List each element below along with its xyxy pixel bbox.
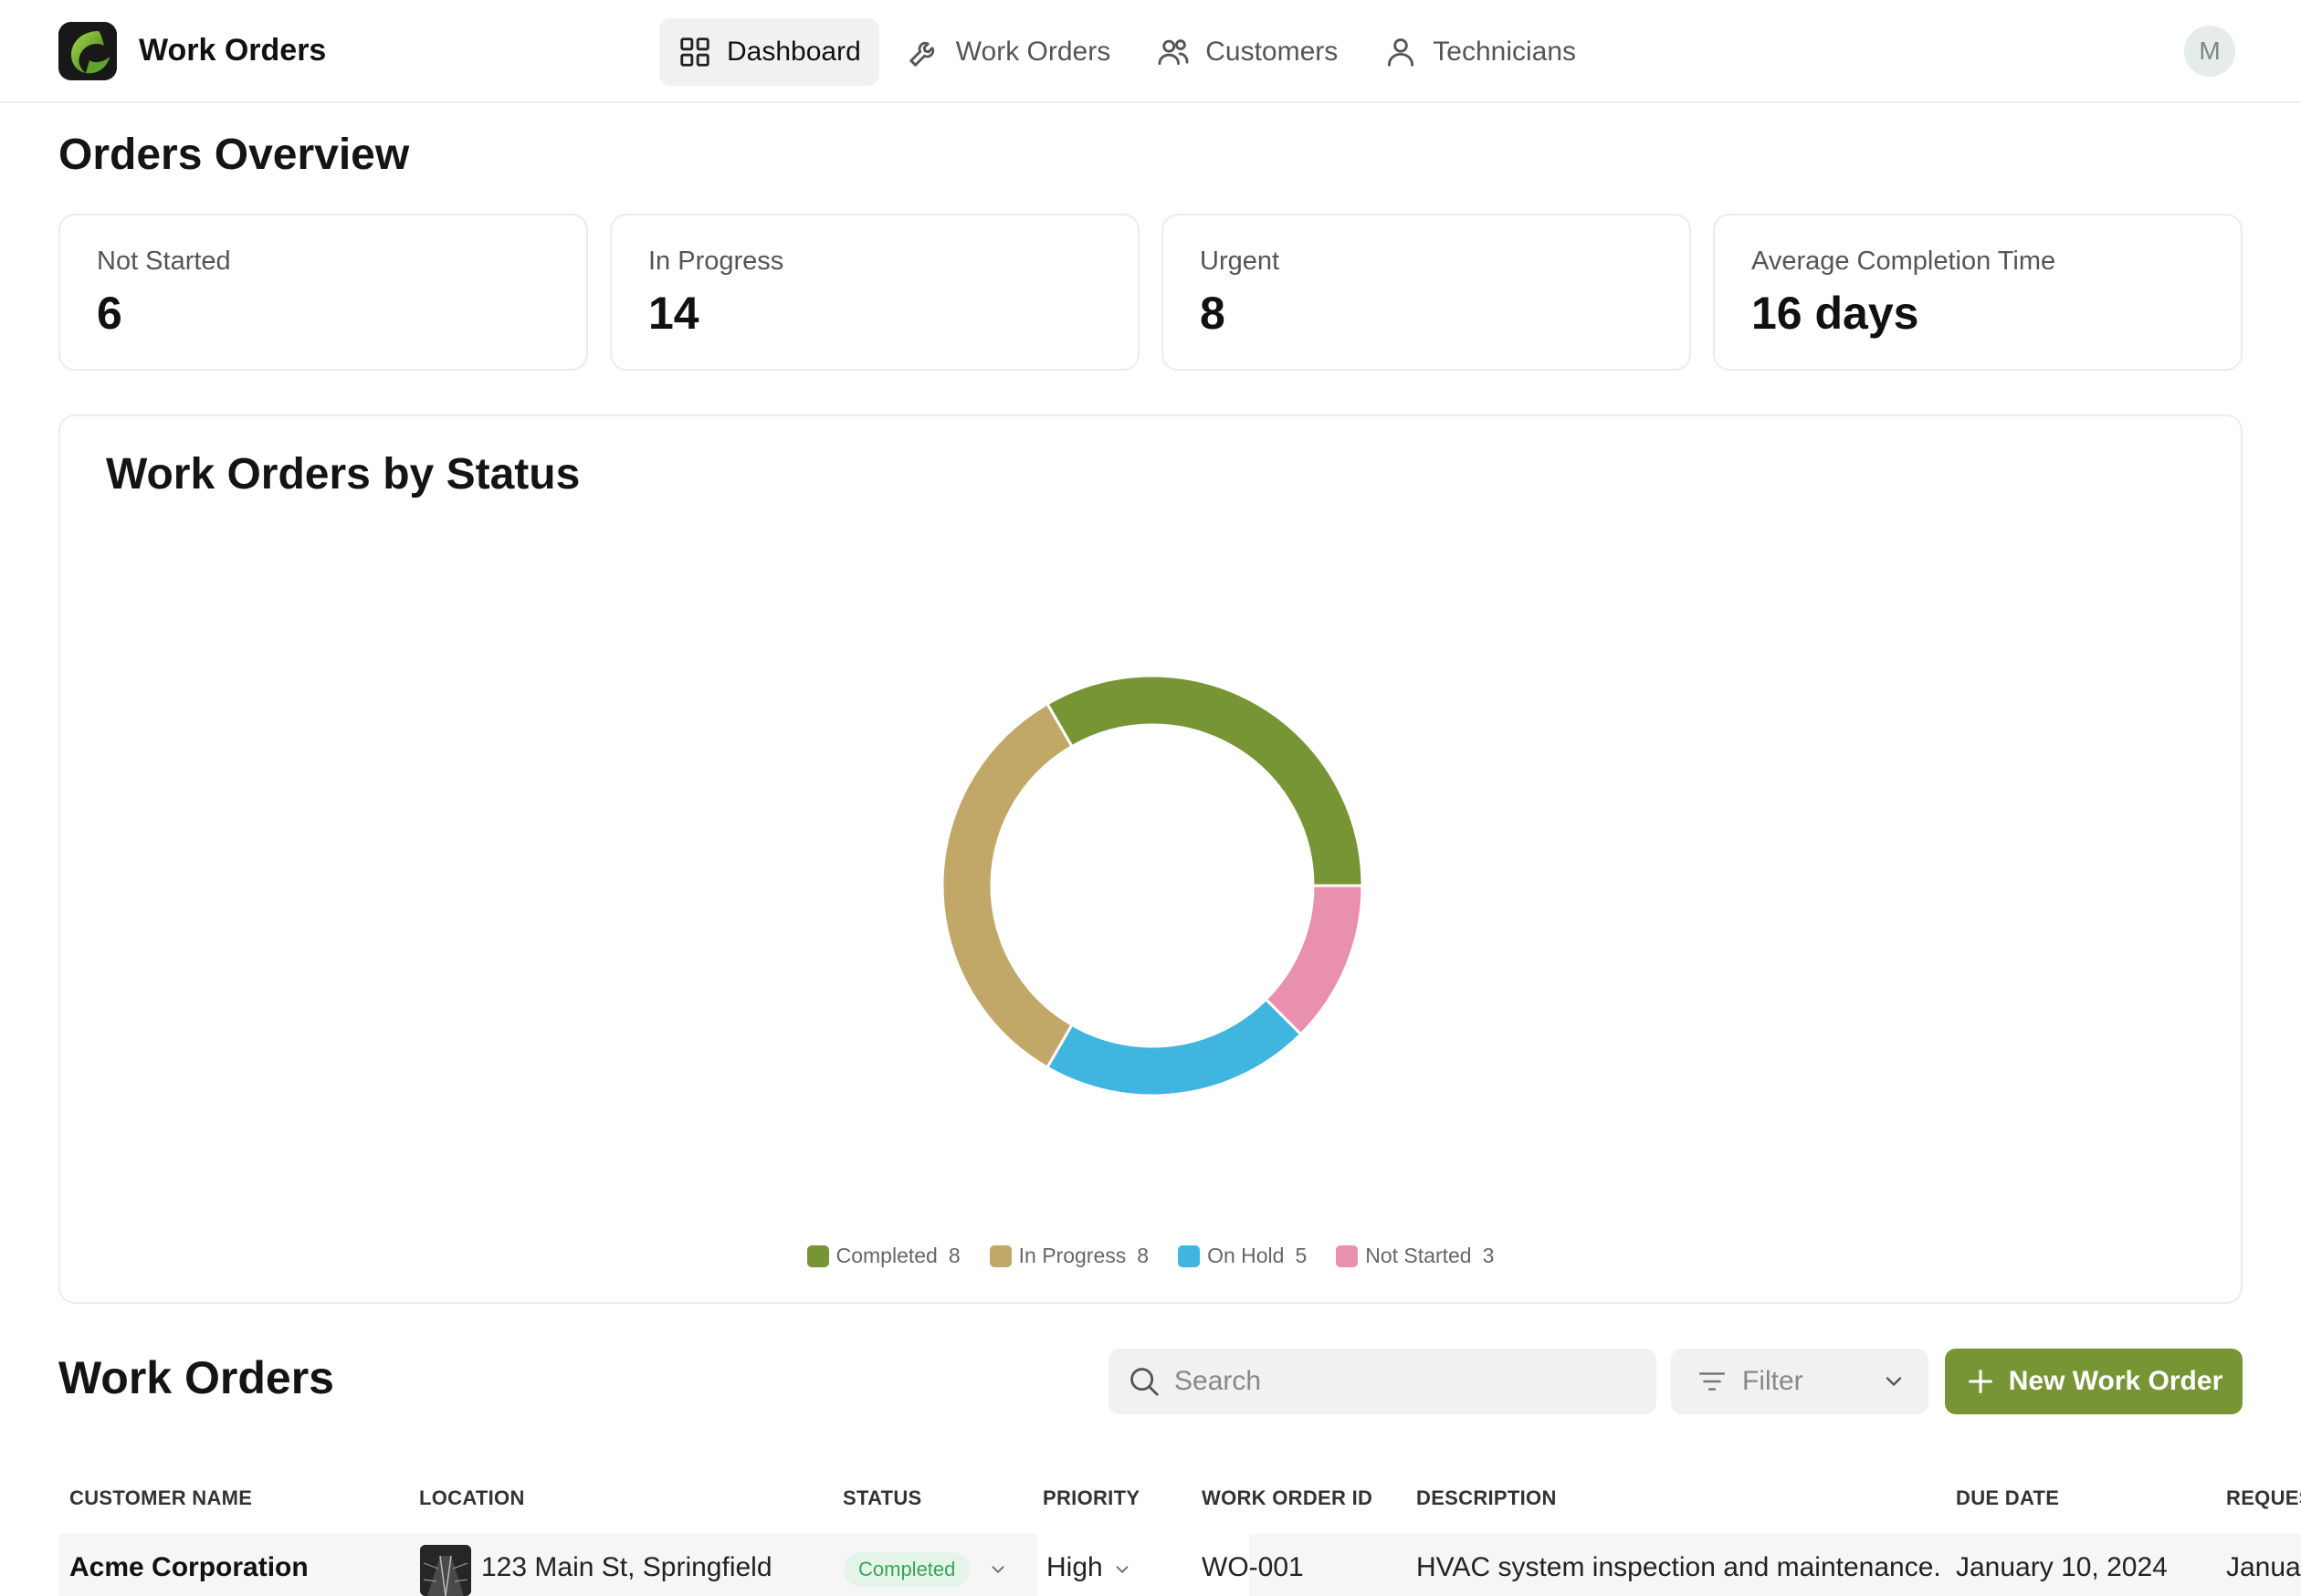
cell-description: HVAC system inspection and maintenance.: [1416, 1552, 1941, 1582]
plus-icon: [1968, 1370, 1992, 1393]
table-row[interactable]: Acme Corporation 123 Main St, Springfiel…: [58, 1534, 2301, 1596]
filter-icon: [1698, 1372, 1726, 1391]
donut-slice-completed[interactable]: [1045, 674, 1364, 887]
user-icon: [1388, 38, 1414, 67]
top-navigation-bar: Work Orders Dashboard Work Orders Custom…: [0, 0, 2301, 103]
stat-card-average-completion: Average Completion Time 16 days: [1713, 214, 2243, 371]
column-header-location[interactable]: LOCATION: [419, 1486, 525, 1509]
section-title-work-orders: Work Orders: [58, 1352, 334, 1403]
cell-work-order-id: WO-001: [1202, 1552, 1304, 1582]
legend-swatch: [989, 1244, 1012, 1267]
legend-item-completed[interactable]: Completed 8: [806, 1244, 961, 1268]
stat-value: 14: [648, 288, 699, 339]
legend-label: Not Started: [1365, 1244, 1472, 1267]
app-logo-icon[interactable]: [58, 22, 117, 80]
cell-customer-name[interactable]: Acme Corporation: [69, 1552, 309, 1582]
column-header-priority[interactable]: PRIORITY: [1043, 1486, 1140, 1509]
legend-item-in-progress[interactable]: In Progress 8: [989, 1244, 1150, 1268]
main-nav: Dashboard Work Orders Customers Technici…: [659, 18, 1594, 86]
legend-item-not-started[interactable]: Not Started 3: [1336, 1244, 1494, 1268]
column-header-description[interactable]: DESCRIPTION: [1416, 1486, 1557, 1509]
new-work-order-button[interactable]: New Work Order: [1945, 1349, 2243, 1414]
chevron-down-icon: [1886, 1377, 1902, 1387]
column-header-requested[interactable]: REQUES: [2226, 1486, 2301, 1509]
nav-item-technicians[interactable]: Technicians: [1365, 18, 1594, 86]
nav-item-label: Customers: [1205, 37, 1339, 67]
column-header-due-date[interactable]: DUE DATE: [1956, 1486, 2060, 1509]
stat-value: 8: [1200, 288, 1225, 339]
stat-card-in-progress: In Progress 14: [610, 214, 1140, 371]
nav-item-customers[interactable]: Customers: [1138, 18, 1356, 86]
legend-label: On Hold: [1207, 1244, 1285, 1267]
column-header-work-order-id[interactable]: WORK ORDER ID: [1202, 1486, 1373, 1509]
cell-location: 123 Main St, Springfield: [481, 1552, 772, 1582]
legend-label: In Progress: [1018, 1244, 1127, 1267]
stat-label: Not Started: [97, 247, 231, 276]
filter-label: Filter: [1742, 1366, 1803, 1396]
status-badge[interactable]: Completed: [844, 1552, 971, 1587]
wrench-icon: [909, 41, 934, 67]
stat-value: 16 days: [1751, 288, 1919, 339]
avatar[interactable]: M: [2184, 26, 2235, 77]
stat-card-urgent: Urgent 8: [1161, 214, 1691, 371]
location-thumbnail: [420, 1545, 471, 1596]
cell-requested: Janua: [2226, 1552, 2301, 1582]
column-header-status[interactable]: STATUS: [843, 1486, 922, 1509]
nav-item-label: Work Orders: [955, 37, 1111, 67]
cell-due-date: January 10, 2024: [1956, 1552, 2168, 1582]
legend-swatch: [1336, 1244, 1359, 1267]
grid-icon: [680, 37, 709, 67]
nav-item-label: Technicians: [1433, 37, 1577, 67]
stat-label: Average Completion Time: [1751, 247, 2056, 276]
stat-label: In Progress: [648, 247, 784, 276]
chevron-down-icon[interactable]: [988, 1559, 1008, 1580]
users-icon: [1158, 39, 1189, 66]
new-work-order-label: New Work Order: [2008, 1366, 2223, 1396]
donut-slice-on-hold[interactable]: [1045, 997, 1303, 1097]
legend-count: 5: [1295, 1244, 1308, 1267]
search-box[interactable]: [1108, 1349, 1656, 1414]
filter-dropdown[interactable]: Filter: [1671, 1349, 1928, 1414]
stat-value: 6: [97, 288, 122, 339]
chart-title: Work Orders by Status: [106, 450, 581, 499]
legend-count: 8: [1137, 1244, 1150, 1267]
chart-legend: Completed 8 In Progress 8 On Hold 5 Not Starte…: [60, 1244, 2241, 1268]
stat-label: Urgent: [1200, 247, 1280, 276]
page-title: Orders Overview: [58, 131, 410, 179]
nav-item-work-orders[interactable]: Work Orders: [888, 18, 1129, 86]
legend-count: 3: [1482, 1244, 1495, 1267]
legend-label: Completed: [835, 1244, 938, 1267]
legend-swatch: [1178, 1244, 1201, 1267]
nav-item-dashboard[interactable]: Dashboard: [659, 18, 879, 86]
search-input[interactable]: [1174, 1366, 1631, 1397]
donut-slice-in-progress[interactable]: [940, 701, 1075, 1070]
priority-cell[interactable]: [1037, 1534, 1249, 1596]
chevron-down-icon[interactable]: [1112, 1559, 1132, 1580]
nav-item-label: Dashboard: [727, 37, 861, 67]
legend-swatch: [806, 1244, 829, 1267]
table-header: CUSTOMER NAME LOCATION STATUS PRIORITY W…: [58, 1479, 2301, 1519]
legend-count: 8: [948, 1244, 961, 1267]
donut-chart: [940, 674, 1364, 1097]
app-title: Work Orders: [139, 33, 327, 68]
column-header-customer[interactable]: CUSTOMER NAME: [69, 1486, 253, 1509]
search-icon: [1130, 1368, 1159, 1396]
stat-card-not-started: Not Started 6: [58, 214, 588, 371]
cell-priority[interactable]: High: [1046, 1552, 1103, 1582]
donut-slice-not-started[interactable]: [1264, 884, 1364, 1036]
status-chart-card: Work Orders by Status Completed 8 In Progr…: [58, 415, 2243, 1304]
legend-item-on-hold[interactable]: On Hold 5: [1178, 1244, 1307, 1268]
